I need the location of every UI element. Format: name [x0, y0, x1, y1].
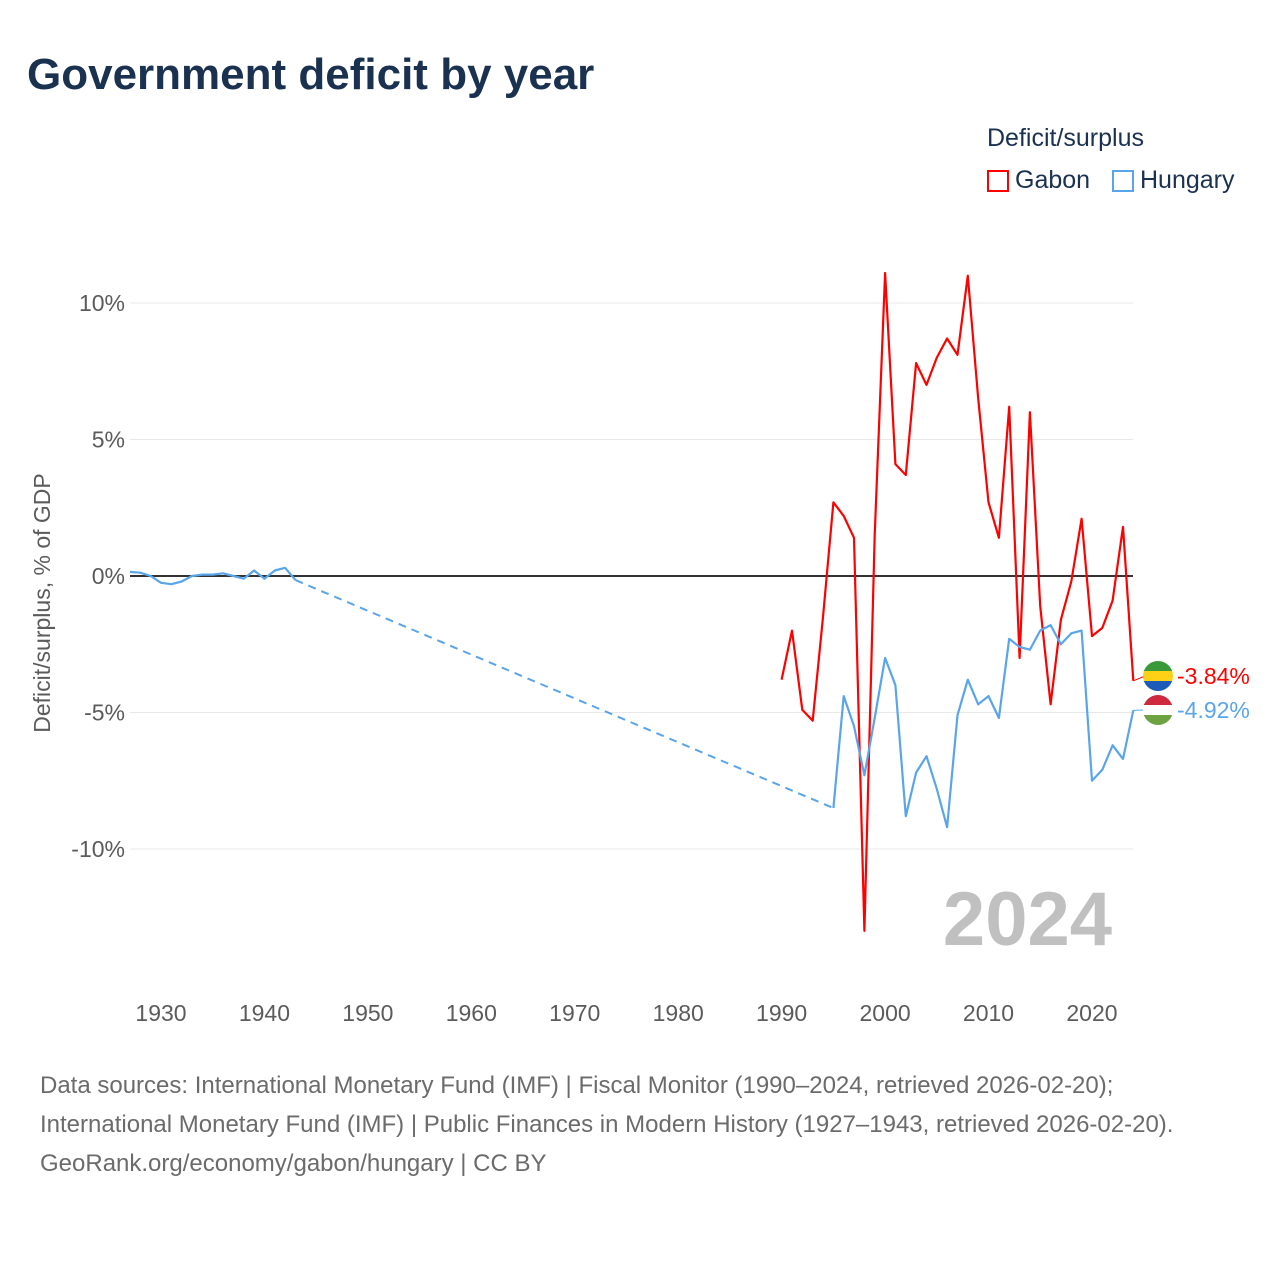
x-tick-label: 1990 — [756, 1000, 807, 1026]
x-tick-label: 1940 — [239, 1000, 290, 1026]
data-sources-text: Data sources: International Monetary Fun… — [40, 1072, 1174, 1138]
attribution-link[interactable]: GeoRank.org/economy/gabon/hungary | CC B… — [40, 1150, 547, 1177]
sources: Data sources: International Monetary Fun… — [40, 1066, 1240, 1183]
legend-swatch — [1112, 169, 1134, 192]
x-tick-label: 1980 — [653, 1000, 704, 1026]
end-value-label: -4.92% — [1177, 697, 1250, 723]
year-watermark: 2024 — [943, 877, 1112, 962]
series-gap-hungary — [295, 579, 834, 809]
x-tick-label: 1960 — [446, 1000, 497, 1026]
legend-label: Gabon — [1015, 166, 1091, 194]
gabon-flag-icon — [1143, 661, 1173, 691]
legend-item-hungary[interactable]: Hungary — [1112, 166, 1235, 195]
y-tick-label: 10% — [79, 290, 125, 316]
y-tick-label: 5% — [92, 427, 125, 453]
x-tick-label: 1930 — [135, 1000, 186, 1026]
legend-label: Hungary — [1140, 166, 1235, 194]
series-line-gabon — [780, 271, 1135, 932]
x-tick-label: 2010 — [963, 1000, 1014, 1026]
x-tick-label: 2020 — [1066, 1000, 1117, 1026]
legend-item-gabon[interactable]: Gabon — [987, 166, 1090, 195]
line-chart: 10% 5% 0% -5% -10% 1930 1940 1950 1960 1970 1980 19… — [29, 271, 1250, 1026]
x-tick-label: 1970 — [549, 1000, 600, 1026]
x-tick-label: 1950 — [342, 1000, 393, 1026]
y-tick-label: -5% — [84, 700, 125, 726]
hungary-flag-icon — [1143, 695, 1173, 725]
legend-title: Deficit/surplus — [987, 124, 1144, 152]
x-tick-label: 2000 — [859, 1000, 910, 1026]
y-tick-label: -10% — [71, 836, 125, 862]
y-axis-label: Deficit/surplus, % of GDP — [29, 473, 55, 732]
chart-title: Government deficit by year — [27, 50, 595, 99]
legend-swatch — [987, 169, 1009, 192]
series-line-hungary — [129, 566, 1135, 829]
end-value-label: -3.84% — [1177, 663, 1250, 689]
y-tick-label: 0% — [92, 563, 125, 589]
